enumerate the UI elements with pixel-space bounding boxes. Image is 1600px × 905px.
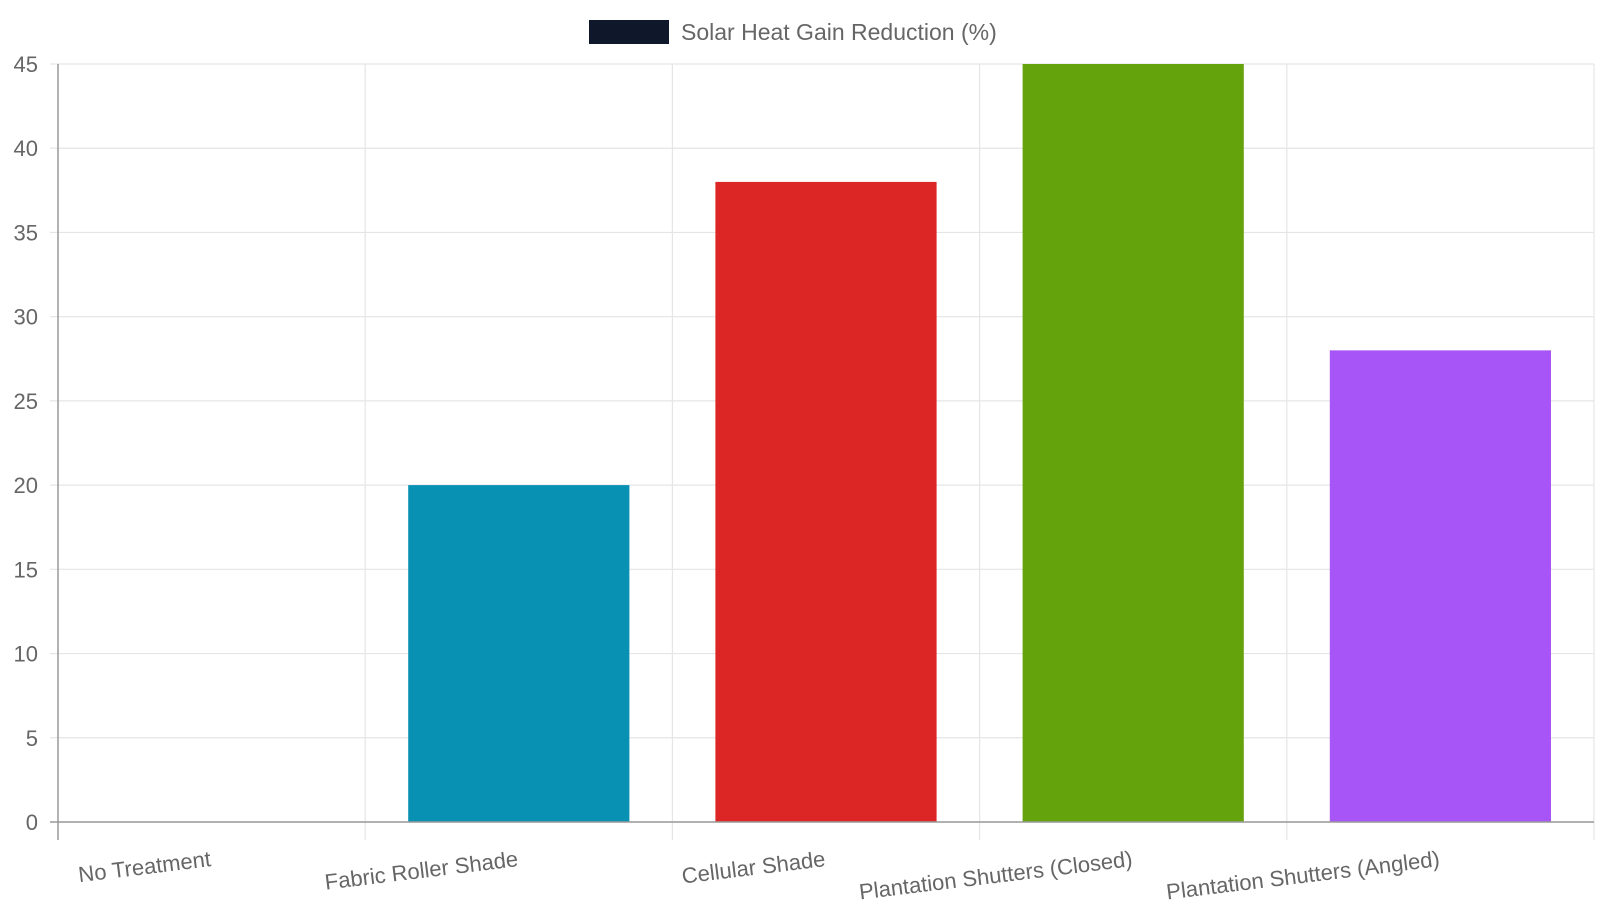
x-axis-tick-labels: No Treatment Fabric Roller Shade Cellular … [77, 846, 1441, 904]
y-axis-tick-labels: 0 5 10 15 20 25 30 35 40 45 [14, 52, 38, 835]
x-tick-label: Cellular Shade [680, 846, 826, 888]
bars [408, 64, 1551, 822]
y-tick-label: 25 [14, 389, 38, 414]
y-tick-label: 15 [14, 557, 38, 582]
bar[interactable] [1022, 64, 1244, 822]
y-tick-label: 35 [14, 220, 38, 245]
y-tick-label: 0 [26, 810, 38, 835]
y-tick-label: 30 [14, 305, 38, 330]
x-tick-label: Plantation Shutters (Closed) [858, 846, 1134, 900]
y-tick-label: 20 [14, 473, 38, 498]
legend[interactable]: Solar Heat Gain Reduction (%) [589, 19, 997, 45]
x-tick-label: No Treatment [77, 846, 212, 887]
x-tick-label: Fabric Roller Shade [323, 846, 519, 895]
y-tick-label: 5 [26, 726, 38, 751]
legend-label[interactable]: Solar Heat Gain Reduction (%) [681, 19, 997, 45]
bar[interactable] [1329, 350, 1551, 822]
axes [50, 64, 1594, 840]
bar[interactable] [408, 485, 630, 822]
bar[interactable] [715, 181, 937, 822]
y-tick-label: 40 [14, 136, 38, 161]
y-tick-label: 10 [14, 642, 38, 667]
legend-swatch[interactable] [589, 20, 669, 44]
x-tick-label: Plantation Shutters (Angled) [1165, 846, 1441, 900]
y-tick-label: 45 [14, 52, 38, 77]
